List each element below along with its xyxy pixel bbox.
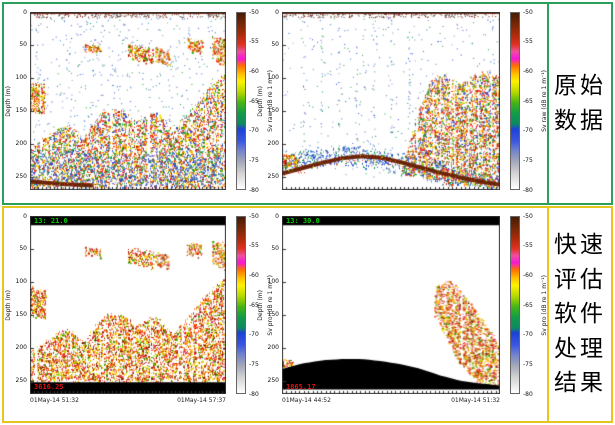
y-axis-label: Depth (m) [257,290,264,321]
time-start-label: 01May-14 51:32 [30,397,79,404]
y-tick-label: 0 [23,213,27,220]
y-tick-label: 200 [16,140,27,147]
y-tick-label: 50 [271,41,279,48]
time-end-label: 01May-14 57:37 [177,397,226,404]
colorbar-gradient [510,216,520,394]
figure: Depth (m) 0 50 100 150 200 250 -50 -55 -60 -65 -7… [0,0,615,425]
colorbar-tick-label: -70 [523,331,533,338]
colorbar-tick-label: -80 [523,391,533,398]
time-start-label: 01May-14 44:52 [282,397,331,404]
y-axis-label: Depth (m) [5,290,12,321]
side-label-line: 结果 [554,366,606,401]
colorbar-tick-label: -75 [523,157,533,164]
y-tick-label: 250 [268,377,279,384]
y-tick-label: 0 [23,9,27,16]
y-tick-label: 0 [275,213,279,220]
echogram-plot-processed-right: 13: 30.0 1865.17 [282,216,500,394]
side-label-line: 数据 [554,104,606,139]
side-label-line: 快速 [554,228,606,263]
y-tick-label: 100 [268,278,279,285]
y-tick-label: 50 [19,41,27,48]
y-axis-label-wrap: Depth (m) [5,12,12,190]
y-tick-label: 200 [16,344,27,351]
clock-annotation: 13: 30.0 [286,217,320,225]
side-label-line: 软件 [554,297,606,332]
colorbar-gradient [510,12,520,190]
colorbar-tick-label: -75 [523,361,533,368]
y-tick-label: 150 [16,107,27,114]
echogram-plot-raw-right [282,12,500,190]
colorbar-label-wrap: Sv raw (dB re 1 m⁻¹) [541,12,548,190]
side-label-line: 处理 [554,332,606,367]
panel-processed-left: Depth (m) 0 50 100 150 200 250 13: 21.0 3616.… [4,208,256,421]
y-axis-ticks: 0 50 100 150 200 250 [264,216,280,394]
time-end-label: 01May-14 51:32 [451,397,500,404]
y-axis-label-wrap: Depth (m) [257,12,264,190]
panel-processed-right: Depth (m) 0 50 100 150 200 250 13: 30.0 1865.… [256,208,547,421]
y-tick-label: 0 [275,9,279,16]
side-label-line: 原始 [554,69,606,104]
processed-panels: Depth (m) 0 50 100 150 200 250 13: 21.0 3616.… [4,208,547,421]
colorbar-gradient [236,12,246,190]
y-tick-label: 200 [268,344,279,351]
side-label-processing-result: 快速 评估 软件 处理 结果 [547,208,611,421]
colorbar-tick-label: -65 [523,98,533,105]
y-tick-label: 250 [16,173,27,180]
colorbar-label: Sv raw (dB re 1 m⁻¹) [541,70,548,132]
processed-data-row: Depth (m) 0 50 100 150 200 250 13: 21.0 3616.… [2,206,613,423]
colorbar-label-wrap: Sv pro (dB re 1 m⁻¹) [541,216,548,394]
y-tick-label: 50 [19,245,27,252]
echogram-plot-processed-left: 13: 21.0 3616.25 [30,216,226,394]
y-tick-label: 150 [268,107,279,114]
colorbar-tick-label: -60 [523,68,533,75]
y-tick-label: 250 [268,173,279,180]
panel-raw-left: Depth (m) 0 50 100 150 200 250 -50 -55 -60 -65 -7… [4,4,256,203]
colorbar-label: Sv pro (dB re 1 m⁻¹) [541,275,548,336]
time-axis: 01May-14 51:32 01May-14 57:37 [30,397,226,404]
raw-panels: Depth (m) 0 50 100 150 200 250 -50 -55 -60 -65 -7… [4,4,547,203]
y-axis-ticks: 0 50 100 150 200 250 [12,12,28,190]
panel-raw-right: Depth (m) 0 50 100 150 200 250 -50 -55 -60 -65 -7… [256,4,547,203]
side-label-original-data: 原始 数据 [547,4,611,203]
colorbar-tick-label: -50 [523,213,533,220]
y-tick-label: 100 [16,278,27,285]
colorbar-ticks: -50 -55 -60 -65 -70 -75 -80 [523,216,539,394]
y-tick-label: 150 [268,311,279,318]
colorbar-tick-label: -55 [523,242,533,249]
colorbar-ticks: -50 -55 -60 -65 -70 -75 -80 [523,12,539,190]
y-tick-label: 50 [271,245,279,252]
colorbar: -50 -55 -60 -65 -70 -75 -80 Sv raw (dB re 1 m⁻… [510,12,554,190]
y-axis-label: Depth (m) [5,86,12,117]
colorbar-tick-label: -50 [523,9,533,16]
y-axis-label-wrap: Depth (m) [5,216,12,394]
y-tick-label: 100 [16,74,27,81]
range-annotation: 1865.17 [286,383,316,391]
colorbar-tick-label: -70 [523,127,533,134]
echogram-canvas [282,12,500,190]
echogram-plot-raw-left [30,12,226,190]
y-axis-label-wrap: Depth (m) [257,216,264,394]
y-tick-label: 250 [16,377,27,384]
y-tick-label: 150 [16,311,27,318]
echogram-canvas [282,216,500,394]
echogram-canvas [30,12,226,190]
raw-data-row: Depth (m) 0 50 100 150 200 250 -50 -55 -60 -65 -7… [2,2,613,205]
side-label-line: 评估 [554,263,606,298]
colorbar-tick-label: -65 [523,302,533,309]
echogram-canvas [30,216,226,394]
y-axis-label: Depth (m) [257,86,264,117]
colorbar-tick-label: -60 [523,272,533,279]
range-annotation: 3616.25 [34,383,64,391]
time-axis: 01May-14 44:52 01May-14 51:32 [282,397,500,404]
colorbar: -50 -55 -60 -65 -70 -75 -80 Sv pro (dB re 1 m⁻… [510,216,554,394]
colorbar-gradient [236,216,246,394]
colorbar-tick-label: -80 [523,187,533,194]
y-axis-ticks: 0 50 100 150 200 250 [264,12,280,190]
clock-annotation: 13: 21.0 [34,217,68,225]
y-axis-ticks: 0 50 100 150 200 250 [12,216,28,394]
y-tick-label: 200 [268,140,279,147]
colorbar-tick-label: -55 [523,38,533,45]
y-tick-label: 100 [268,74,279,81]
